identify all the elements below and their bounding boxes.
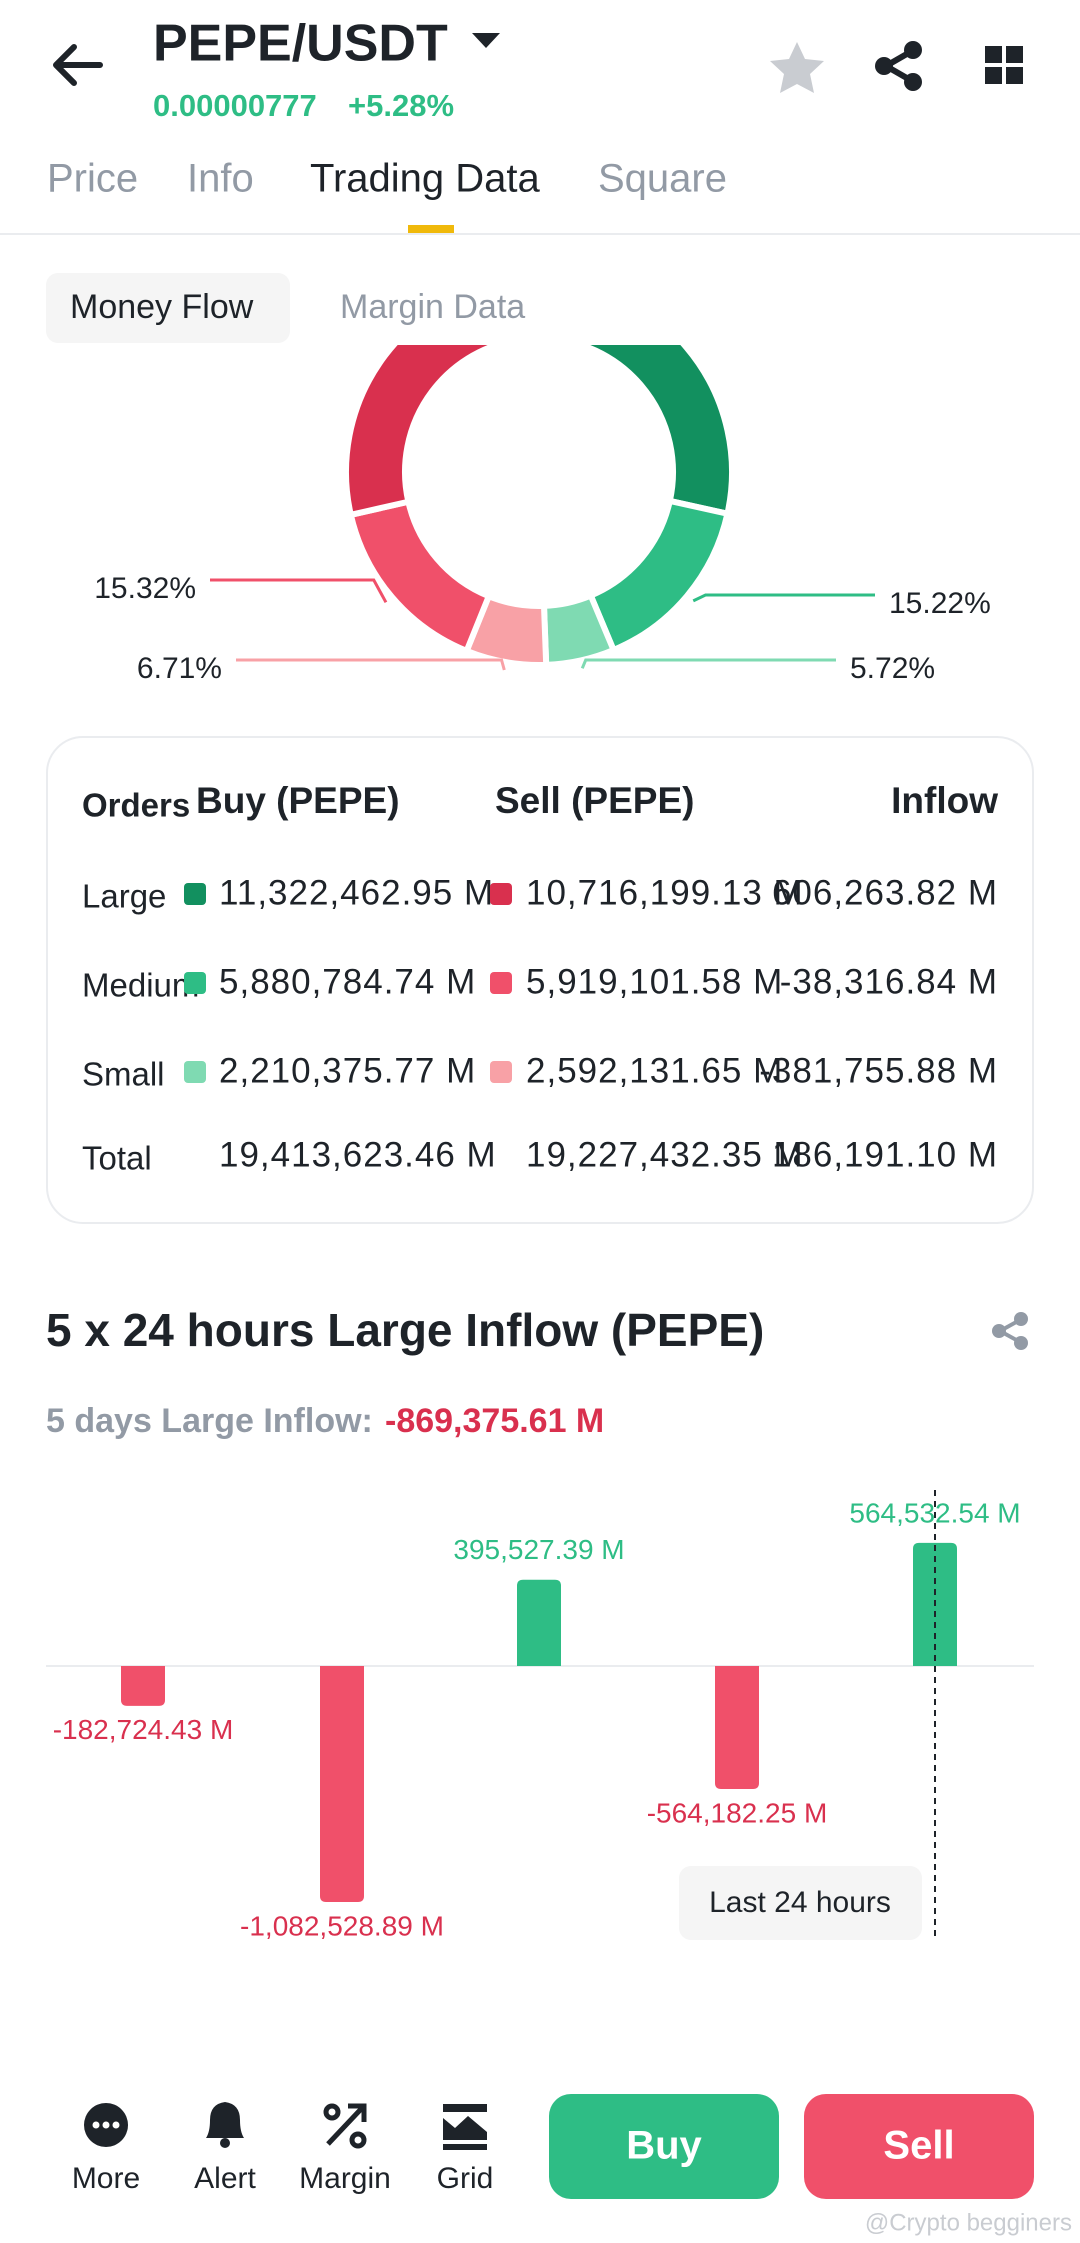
tab[interactable]: Square [598, 157, 727, 201]
donut-segment [347, 498, 493, 655]
buy-color-swatch [184, 883, 206, 905]
tab[interactable]: Price [47, 157, 138, 201]
toolbar-label[interactable]: More [72, 2162, 140, 2195]
bar [517, 1579, 561, 1666]
table-cell: -381,755.88 M [759, 1051, 998, 1090]
table-header: Sell (PEPE) [495, 780, 694, 821]
table-header: Orders [82, 787, 190, 824]
buy-button[interactable]: Buy [626, 2124, 702, 2168]
bar [320, 1666, 364, 1902]
price-change: +5.28% [348, 88, 454, 123]
leader-line [580, 658, 836, 669]
table-cell: Medium [82, 967, 199, 1004]
table-cell: Small [82, 1056, 165, 1093]
table-cell: -38,316.84 M [780, 962, 998, 1001]
bar [121, 1666, 165, 1706]
table-cell: 186,191.10 M [772, 1135, 998, 1174]
margin-icon[interactable] [323, 2103, 367, 2149]
table-cell: 19,227,432.35 M [526, 1135, 804, 1174]
pair-title[interactable]: PEPE/USDT [153, 15, 448, 73]
toolbar-label[interactable]: Alert [194, 2162, 256, 2195]
sell-button[interactable]: Sell [883, 2124, 954, 2168]
table-cell: 5,919,101.58 M [526, 962, 783, 1001]
sell-color-swatch [490, 1061, 512, 1083]
price: 0.00000777 [153, 88, 317, 123]
table-cell: 606,263.82 M [772, 873, 998, 912]
back-button[interactable] [53, 44, 103, 86]
toolbar-label[interactable]: Grid [437, 2162, 494, 2195]
donut-segment [343, 345, 508, 519]
summary-label: 5 days Large Inflow: [46, 1402, 373, 1440]
bar [715, 1666, 759, 1789]
more-icon[interactable] [84, 2103, 128, 2147]
orders-card [46, 736, 1034, 1224]
grid-icon[interactable] [985, 46, 1023, 84]
buy-button-bg[interactable] [549, 2094, 779, 2199]
subtab[interactable]: Money Flow [70, 288, 254, 326]
donut-label: 5.72% [850, 652, 935, 685]
donut-label: 15.32% [94, 572, 196, 605]
leader-line [236, 658, 506, 671]
donut-label: 6.71% [137, 652, 222, 685]
section-title: 5 x 24 hours Large Inflow (PEPE) [46, 1304, 764, 1356]
summary-value: -869,375.61 M [385, 1402, 604, 1440]
sell-color-swatch [490, 972, 512, 994]
sell-button-bg[interactable] [804, 2094, 1034, 2199]
donut-segment [570, 345, 735, 518]
tab[interactable]: Info [187, 157, 254, 201]
subtab[interactable]: Margin Data [340, 288, 525, 326]
bar-label: -564,182.25 M [647, 1797, 828, 1828]
tab-indicator [408, 225, 454, 233]
buy-color-swatch [184, 1061, 206, 1083]
table-cell: Large [82, 878, 166, 915]
donut [343, 345, 735, 668]
pair-dropdown[interactable] [472, 33, 500, 48]
table-cell: 2,210,375.77 M [219, 1051, 476, 1090]
table-cell: Total [82, 1140, 152, 1177]
sell-color-swatch [490, 883, 512, 905]
table-cell: 2,592,131.65 M [526, 1051, 783, 1090]
table-cell: 11,322,462.95 M [219, 873, 494, 912]
annotation: Last 24 hours [709, 1886, 891, 1919]
bar-label: -182,724.43 M [53, 1714, 234, 1745]
annotation-bg [679, 1866, 922, 1940]
favorite-icon[interactable] [770, 42, 824, 93]
subtab-active-bg [46, 273, 290, 343]
table-cell: 10,716,199.13 M [526, 873, 804, 912]
table-header: Buy (PEPE) [196, 780, 400, 821]
bar-label: -1,082,528.89 M [240, 1910, 444, 1941]
watermark: @Crypto begginers [865, 2209, 1072, 2236]
toolbar-label[interactable]: Margin [299, 2162, 391, 2195]
donut-label: 15.22% [889, 587, 991, 620]
table-header: Inflow [891, 780, 998, 821]
grid-bot-icon[interactable] [443, 2104, 487, 2150]
tab[interactable]: Trading Data [310, 157, 541, 201]
section-share-icon[interactable] [992, 1312, 1028, 1350]
table-cell: 5,880,784.74 M [219, 962, 476, 1001]
buy-color-swatch [184, 972, 206, 994]
bar-label: 395,527.39 M [453, 1534, 624, 1565]
share-icon[interactable] [875, 41, 922, 91]
donut-segment [586, 497, 732, 654]
alert-icon[interactable] [206, 2102, 244, 2148]
leader-line [692, 593, 875, 603]
table-cell: 19,413,623.46 M [219, 1135, 497, 1174]
leader-line [210, 578, 388, 604]
